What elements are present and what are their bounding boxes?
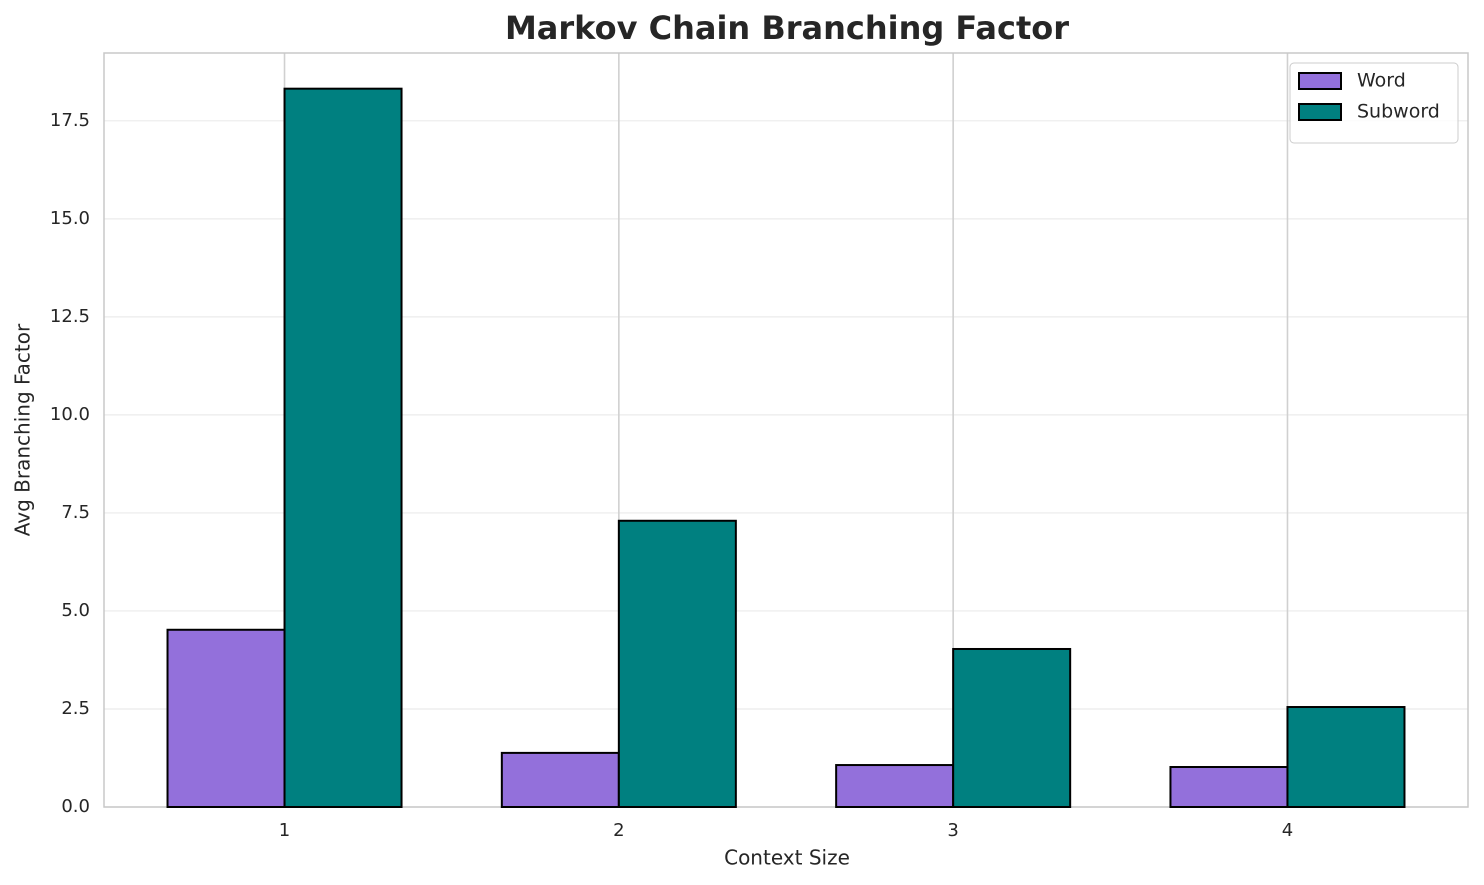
y-tick-label: 5.0	[61, 600, 90, 621]
chart-title: Markov Chain Branching Factor	[505, 9, 1069, 47]
x-tick-label: 2	[613, 820, 624, 841]
y-tick-label: 0.0	[61, 796, 90, 817]
y-tick-label: 10.0	[50, 404, 90, 425]
x-tick-label: 1	[279, 820, 290, 841]
legend-swatch	[1298, 103, 1342, 121]
bar	[1169, 766, 1289, 808]
legend-label: Subword	[1357, 101, 1440, 123]
bar	[952, 647, 1072, 808]
bar	[1286, 706, 1406, 809]
y-tick-label: 7.5	[61, 502, 90, 523]
y-tick-label: 15.0	[50, 208, 90, 229]
plot-frame	[103, 52, 1469, 808]
bar	[617, 519, 737, 808]
y-axis-label: Avg Branching Factor	[11, 323, 35, 536]
y-tick-label: 2.5	[61, 698, 90, 719]
bar	[283, 87, 403, 808]
x-tick-label: 4	[1282, 820, 1293, 841]
bar	[500, 751, 620, 809]
y-tick-label: 17.5	[50, 110, 90, 131]
bar	[835, 764, 955, 809]
legend-swatch	[1298, 72, 1342, 90]
x-axis-label: Context Size	[724, 846, 850, 870]
x-tick-label: 3	[947, 820, 958, 841]
y-tick-label: 12.5	[50, 306, 90, 327]
bar	[166, 628, 286, 809]
legend-label: Word	[1357, 70, 1406, 92]
